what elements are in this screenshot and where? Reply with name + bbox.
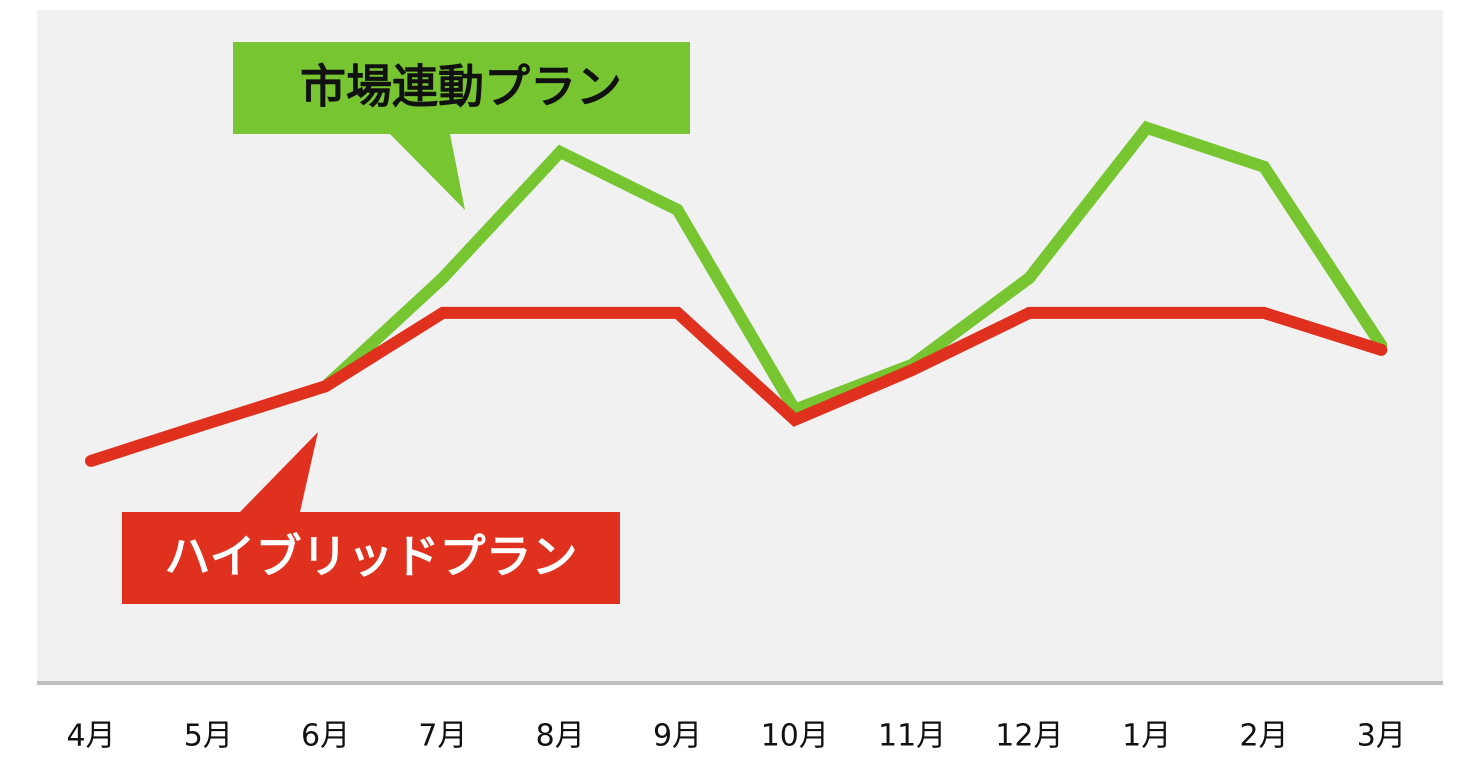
series-line	[85, 306, 1388, 467]
x-tick-label: 1月	[1122, 719, 1171, 754]
callout-box	[233, 42, 690, 210]
x-tick-label: 7月	[418, 719, 467, 754]
callout-box	[122, 432, 620, 604]
series-line	[319, 120, 1388, 418]
x-tick-label: 5月	[184, 719, 233, 754]
series-label: 市場連動プラン	[300, 60, 622, 114]
x-tick-label: 10月	[761, 719, 829, 754]
red-callout: ハイブリッドプラン	[122, 432, 620, 604]
green-callout: 市場連動プラン	[233, 42, 690, 210]
x-tick-label: 4月	[66, 719, 115, 754]
x-tick-label: 12月	[995, 719, 1063, 754]
x-tick-label: 8月	[536, 719, 585, 754]
x-tick-label: 9月	[653, 719, 702, 754]
series-label: ハイブリッドプラン	[164, 530, 577, 584]
lines	[85, 120, 1388, 467]
x-tick-label: 6月	[301, 719, 350, 754]
x-tick-label: 11月	[878, 719, 946, 754]
x-tick-label: 2月	[1239, 719, 1288, 754]
x-ticks: 4月 5月 6月 7月 8月 9月 10月 11月 12月 1月 2月 3月	[66, 719, 1405, 754]
x-tick-label: 3月	[1357, 719, 1406, 754]
